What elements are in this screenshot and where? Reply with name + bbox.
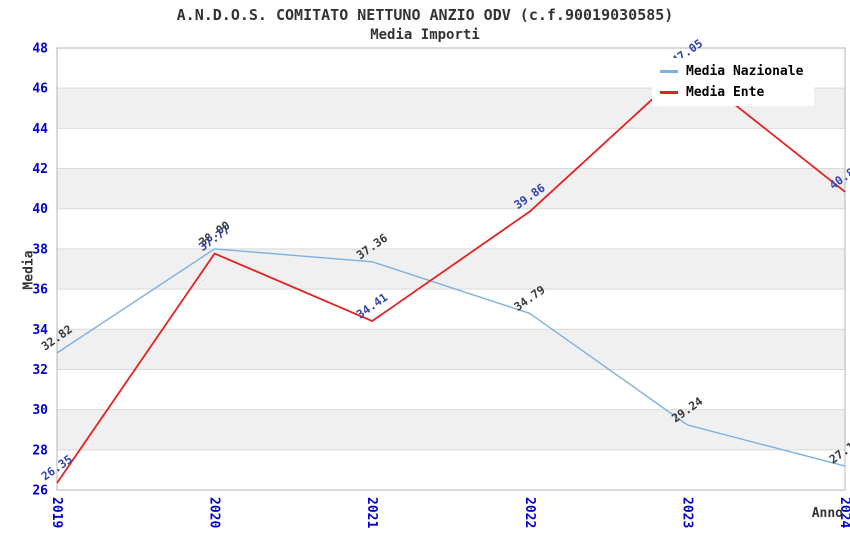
plot-band xyxy=(57,289,845,330)
chart-title: A.N.D.O.S. COMITATO NETTUNO ANZIO ODV (c… xyxy=(176,6,674,24)
legend: Media Nazionale Media Ente xyxy=(652,58,814,106)
x-tick-label: 2019 xyxy=(49,497,64,528)
legend-line-swatch-nazionale xyxy=(660,70,678,73)
plot-band xyxy=(57,369,845,410)
x-tick-label: 2022 xyxy=(522,497,537,528)
y-tick-label: 44 xyxy=(32,122,48,137)
x-tick-label: 2023 xyxy=(679,497,694,528)
plot-band xyxy=(57,128,845,169)
plot-band xyxy=(57,449,845,490)
y-tick-label: 46 xyxy=(32,82,48,97)
y-tick-label: 42 xyxy=(32,162,48,177)
plot-border xyxy=(56,47,846,491)
y-tick-label: 48 xyxy=(32,42,48,57)
legend-label: Media Ente xyxy=(686,85,765,100)
y-tick-label: 40 xyxy=(32,202,48,217)
y-tick-label: 26 xyxy=(32,484,48,499)
series-line-media-nazionale xyxy=(56,248,846,467)
plot-band xyxy=(57,168,845,209)
plot-band xyxy=(57,248,845,290)
chart-subtitle: Media Importi xyxy=(370,27,480,43)
plot-band xyxy=(57,409,845,450)
x-tick-label: 2024 xyxy=(837,497,850,528)
y-tick-label: 30 xyxy=(32,403,48,418)
x-tick-label: 2021 xyxy=(364,497,379,528)
x-axis-title: Anno xyxy=(811,506,843,521)
y-axis-title: Media xyxy=(21,250,37,290)
y-tick-label: 32 xyxy=(32,363,48,378)
legend-line-swatch-ente xyxy=(660,91,678,94)
legend-label: Media Nazionale xyxy=(686,64,804,79)
legend-item-media-nazionale: Media Nazionale xyxy=(660,64,806,79)
y-tick-label: 28 xyxy=(32,443,48,458)
y-tick-label: 34 xyxy=(32,323,48,338)
y-tick-label: 38 xyxy=(32,242,48,257)
legend-item-media-ente: Media Ente xyxy=(660,85,806,100)
y-tick-label: 36 xyxy=(32,283,48,298)
plot-band xyxy=(57,208,845,249)
x-tick-label: 2020 xyxy=(207,497,222,528)
plot-band xyxy=(57,329,845,370)
